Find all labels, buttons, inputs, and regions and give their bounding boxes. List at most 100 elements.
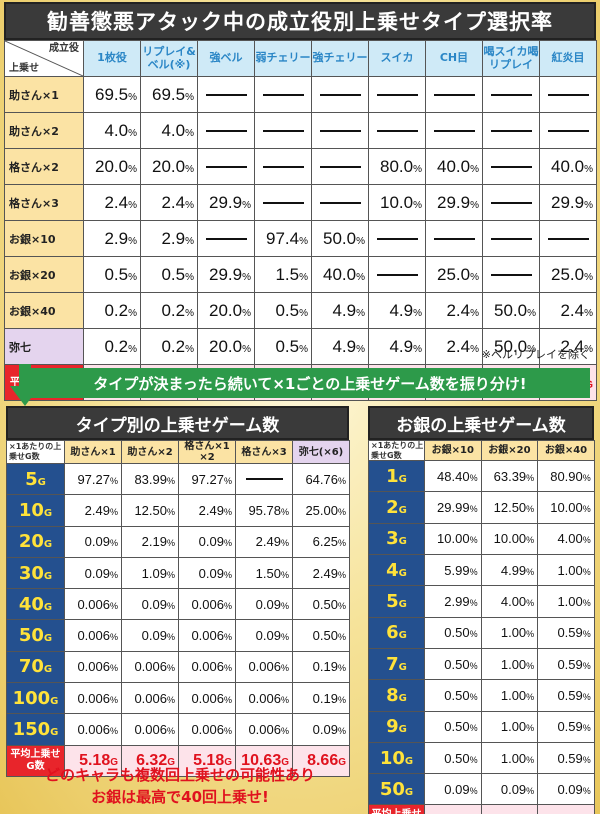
rate-cell: 5.99% [424,554,482,587]
cell-value: 0.09 [255,596,281,612]
column-header: お銀×10 [424,439,482,462]
cell-value: 1.00 [557,594,583,610]
cell-unit: % [299,343,308,355]
cell-value: 20.0 [209,300,243,320]
cell-value: 10.00 [437,531,470,547]
cell-unit: % [526,754,535,765]
corner-label: ×1あたりの上乗せG数 [368,439,425,462]
column-header: 紅炎目 [539,40,597,77]
cell-unit: % [109,694,118,705]
average-cell: 2.03G [480,804,539,814]
game-count-label: 100G [6,682,65,715]
cell-value: 5.99 [444,562,470,578]
cell-unit: % [582,535,591,546]
rate-cell: 0.50% [292,619,350,652]
corner-top-label: 成立役 [49,43,79,54]
cell-value: 0.50 [444,719,470,735]
cell-unit: % [185,163,194,175]
rate-cell: 40.0% [425,148,483,185]
cell-value: 0.09 [500,781,527,797]
game-unit: G [43,507,53,519]
cell-unit: % [185,343,194,355]
rate-cell: 29.9% [197,256,255,293]
game-count-value: 50 [18,625,44,647]
game-count-value: 2 [386,497,399,519]
cell-value: 0.59 [557,656,583,672]
cell-value: 0.2 [104,300,129,320]
row-label: 助さん×2 [4,112,84,149]
cell-value: 0.09 [444,781,470,797]
rate-cell: 1.5% [254,256,312,293]
rate-cell: 0.006% [178,713,236,746]
row-label: お銀×40 [4,292,84,329]
table-row: 50G 0.09% 0.09% 0.09% [368,773,595,806]
cell-value: 83.99 [134,471,167,487]
cell-value: 12.50 [493,500,527,516]
column-header: 弥七(×6) [292,440,350,464]
rate-cell: 2.4% [539,292,597,329]
rate-cell: 0.09% [537,773,595,806]
cell-unit: % [470,307,479,319]
gin-table-title: お銀の上乗せゲーム数 [368,406,594,440]
column-header: CH目 [425,40,483,77]
game-count-value: 10 [379,747,405,769]
rate-cell: 2.49% [178,494,236,527]
cell-unit: % [470,163,479,175]
cell-value: 10.00 [550,500,583,516]
row-label: 格さん×2 [4,148,84,185]
average-cell: 8.66G [292,744,350,777]
cell-value: 0.5 [161,264,186,284]
cell-unit: % [582,629,591,640]
game-count-label: 50G [6,619,65,652]
rate-cell: 0.59% [537,741,595,775]
table-corner: 成立役 上乗せ [4,40,84,77]
cell-value: 0.006 [77,596,110,612]
cell-value: 1.5 [275,264,300,284]
cell-value: 0.006 [77,628,110,644]
cell-unit: % [166,538,175,549]
cell-value: 0.19 [312,659,338,675]
cell-value: 0.50 [444,687,470,703]
rate-cell: 97.4% [254,220,312,257]
rate-cell: 50.0% [311,220,369,257]
rate-cell [368,256,426,293]
cell-unit: % [337,632,346,643]
game-count-value: 1 [386,465,399,487]
cell-value: 6.25 [312,534,338,550]
game-count-label: 70G [6,650,65,684]
rate-cell: 20.0% [140,148,198,185]
rate-cell [368,76,426,113]
table-row: お銀×20 0.5% 0.5% 29.9% 1.5% 40.0% 25.0% 25.0% [4,256,597,293]
rate-cell: 0.006% [121,682,179,715]
rate-cell: 2.4% [539,328,597,365]
table-header-row: ×1あたりの上乗せG数 お銀×10 お銀×20 お銀×40 [368,439,595,462]
game-unit: G [398,473,407,485]
cell-unit: % [470,343,479,355]
cell-value: 2.19 [141,534,167,550]
cell-value: 0.006 [248,690,281,706]
cell-value: 50.0 [494,336,528,356]
cell-unit: % [413,163,422,175]
game-unit: G [43,633,53,645]
rate-cell: 2.9% [140,220,198,257]
rate-cell: 50.0% [482,292,540,329]
cell-value: 0.50 [312,628,338,644]
table-row: 6G 0.50% 1.00% 0.59% [368,616,595,649]
cell-unit: % [582,472,591,483]
cell-value: 0.09 [84,565,110,581]
rate-cell: 0.59% [537,616,595,649]
rate-cell [425,220,483,257]
cell-unit: % [469,566,478,577]
cell-unit: % [584,199,593,211]
cell-unit: % [242,307,251,319]
cell-unit: % [280,506,289,517]
rate-cell: 48.40% [424,460,482,493]
rate-cell [482,76,540,113]
table-row: 30G 0.09% 1.09% 0.09% 1.50% 2.49% [6,556,350,590]
cell-value: 1.50 [255,565,281,581]
cell-unit: % [582,785,591,796]
rate-cell: 25.0% [539,256,597,293]
average-label: 平均上乗せG数 [6,744,65,777]
cell-unit: % [527,307,536,319]
average-cell: 5.18G [64,744,122,777]
